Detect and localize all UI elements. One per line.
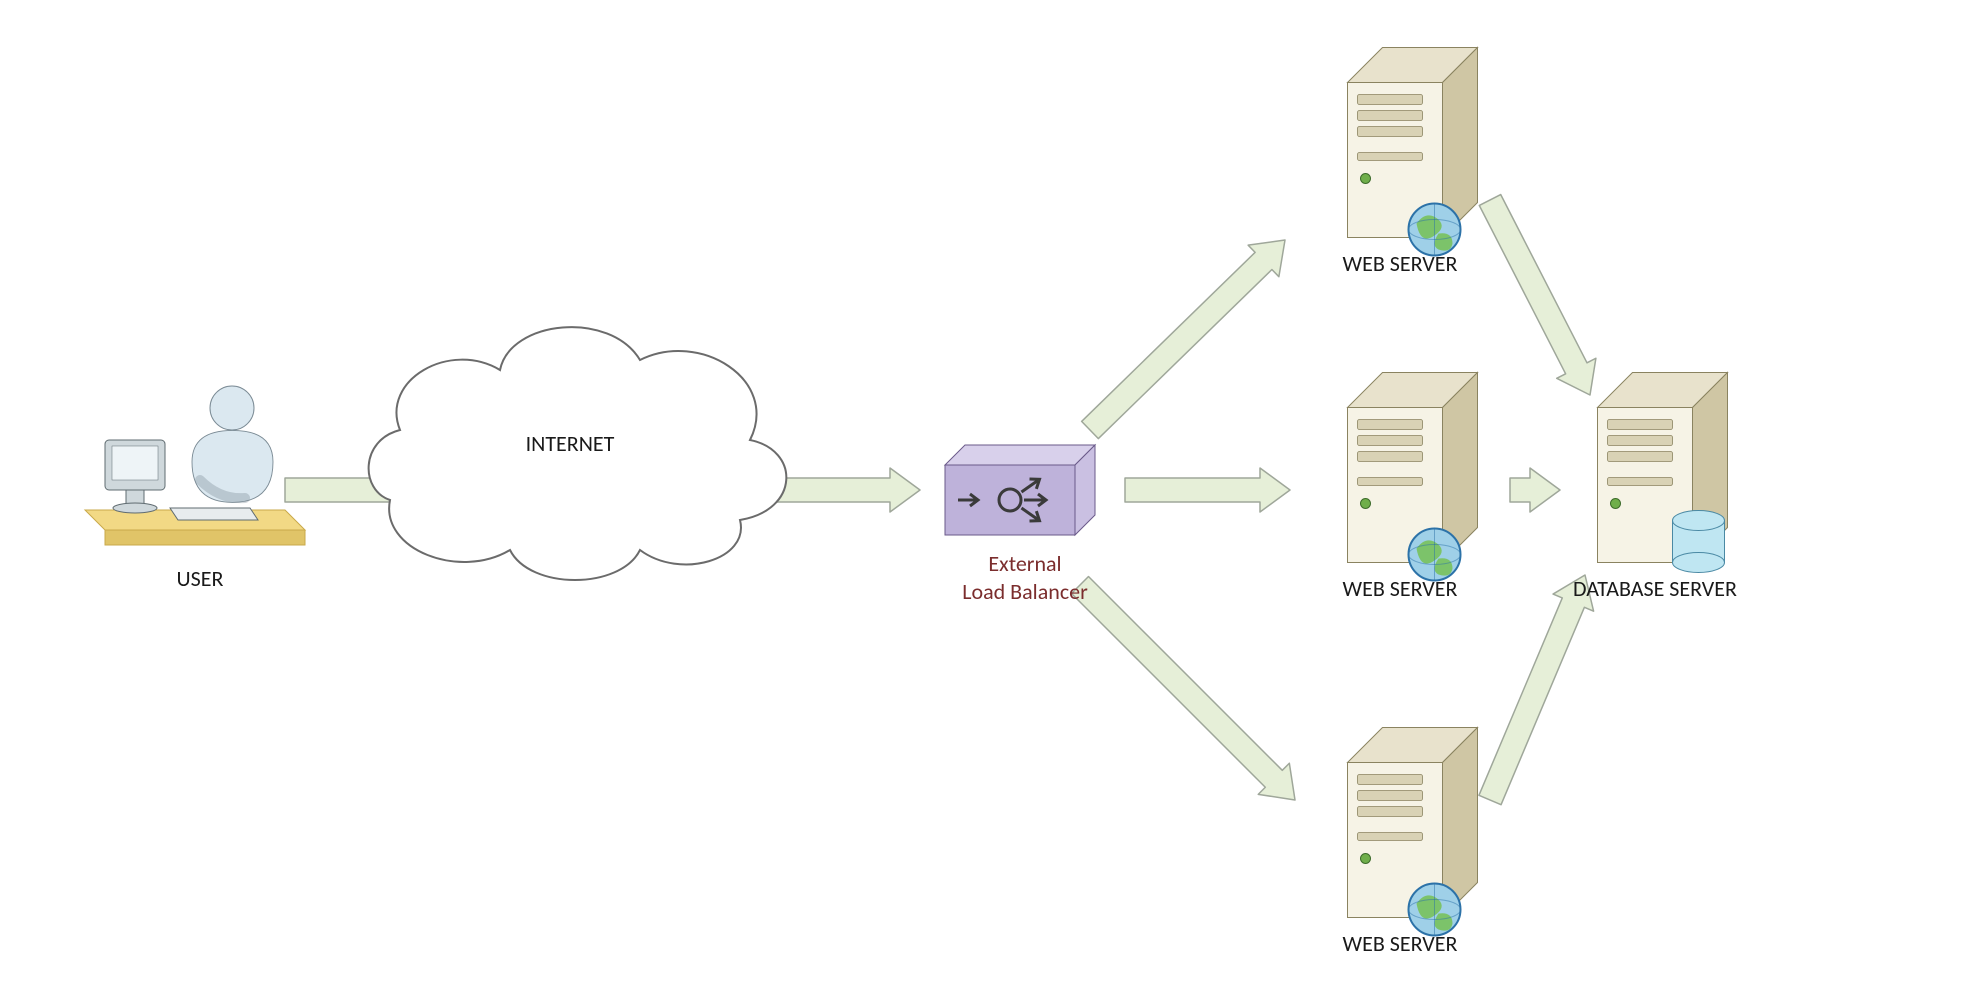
web1-label: WEB SERVER: [1320, 250, 1480, 278]
database-cylinder-icon: [1673, 511, 1725, 573]
globe-icon: [1409, 529, 1461, 581]
user-label: USER: [160, 565, 240, 593]
arrow-web2-to-db: [1510, 468, 1560, 512]
arrow-loadbalancer-to-web3: [1064, 569, 1310, 815]
globe-icon: [1409, 884, 1461, 936]
web3-label: WEB SERVER: [1320, 930, 1480, 958]
web-server-icon: [1348, 373, 1478, 581]
arrow-loadbalancer-to-web2: [1125, 468, 1290, 512]
globe-icon: [1409, 204, 1461, 256]
database-server-icon: [1598, 373, 1728, 573]
diagram-canvas: [0, 0, 1976, 997]
load-balancer-icon: [945, 445, 1095, 535]
web-server-icon: [1348, 728, 1478, 936]
loadbalancer-label: External Load Balancer: [925, 550, 1125, 605]
arrow-web1-to-db: [1470, 190, 1609, 405]
arrow-loadbalancer-to-web1: [1075, 224, 1301, 446]
arrow-web3-to-db: [1470, 566, 1606, 808]
web-server-icon: [1348, 48, 1478, 256]
db-label: DATABASE SERVER: [1540, 575, 1770, 603]
user-icon: [85, 386, 305, 545]
internet-label: INTERNET: [510, 430, 630, 458]
web2-label: WEB SERVER: [1320, 575, 1480, 603]
